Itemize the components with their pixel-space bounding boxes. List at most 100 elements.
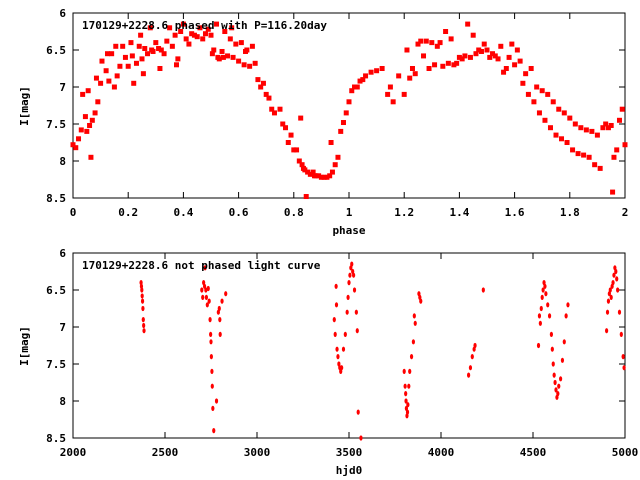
data-point [363,73,369,79]
data-point [564,140,570,145]
data-point [87,122,93,128]
data-point [142,46,148,52]
data-point [343,110,349,116]
data-point [189,31,195,37]
x-tick-label: 0 [70,206,77,219]
data-point [158,47,164,53]
data-point [139,56,145,62]
y-tick-label: 6.5 [46,284,66,297]
data-point [333,331,337,337]
data-point [332,317,336,323]
data-point [105,51,110,57]
data-point [169,43,175,49]
data-point [241,62,247,68]
data-point [346,294,350,300]
data-point [140,298,145,304]
data-point [619,331,623,337]
x-axis-label: hjd0 [336,464,363,477]
data-point [517,58,523,64]
data-point [481,41,487,47]
data-point [209,339,213,345]
x-tick-label: 2000 [60,446,87,459]
data-point [415,41,421,47]
data-point [70,142,76,148]
data-point [403,383,407,389]
data-point [538,320,542,326]
data-point [368,69,374,75]
data-point [98,80,104,86]
data-point [614,147,620,153]
data-point [335,346,339,352]
data-point [528,66,534,71]
data-point [277,106,283,112]
data-point [412,71,418,77]
data-point [426,66,432,71]
y-tick-label: 7.5 [46,358,66,371]
data-point [354,309,358,315]
data-point [138,32,144,38]
data-point [217,305,221,312]
data-point [109,51,115,57]
data-point [418,38,424,44]
data-point [608,287,612,293]
data-point [340,120,346,126]
data-point [470,32,476,38]
y-tick-label: 8.5 [46,192,66,205]
data-point [562,339,566,345]
data-point [501,69,507,75]
data-point [258,84,264,90]
data-point [157,66,163,71]
data-point [321,174,327,180]
data-point [514,47,520,53]
data-point [244,47,250,53]
data-points [139,261,626,441]
data-point [238,40,244,46]
data-point [387,84,393,90]
data-point [174,62,179,68]
data-point [621,354,625,360]
data-point [208,317,212,323]
data-point [156,46,162,52]
data-point [465,21,471,27]
data-point [327,173,333,179]
data-point [350,261,354,267]
data-point [303,194,309,200]
data-point [412,313,416,319]
data-point [404,398,408,404]
data-point [536,110,542,116]
data-point [106,78,112,84]
x-tick-label: 4500 [520,446,547,459]
y-tick-label: 6.5 [46,44,66,57]
data-point [336,354,340,360]
chart-title: 170129+2228.6 not phased light curve [82,259,321,272]
data-point [249,43,255,49]
data-point [347,280,351,286]
data-point [167,25,173,31]
data-point [343,331,347,337]
data-point [120,43,126,49]
data-point [200,36,206,42]
data-point [103,68,109,74]
data-point [603,121,609,127]
data-point [334,302,339,308]
data-point [473,51,479,57]
data-point [547,313,552,319]
chart-title: 170129+2228.6 phased with P=116.20day [82,19,327,32]
y-tick-label: 6 [59,7,66,20]
x-tick-label: 4000 [428,446,455,459]
y-tick-label: 6 [59,247,66,260]
data-point [225,53,231,59]
data-point [210,368,214,374]
data-point [622,142,628,148]
data-point [266,95,272,101]
data-point [114,73,120,79]
data-point [357,78,363,84]
data-point [445,60,451,66]
data-point [570,147,576,153]
data-point [360,77,366,83]
data-point [247,63,253,69]
data-point [141,305,145,312]
data-point [552,372,556,378]
data-point [396,73,402,79]
data-point [550,99,556,105]
